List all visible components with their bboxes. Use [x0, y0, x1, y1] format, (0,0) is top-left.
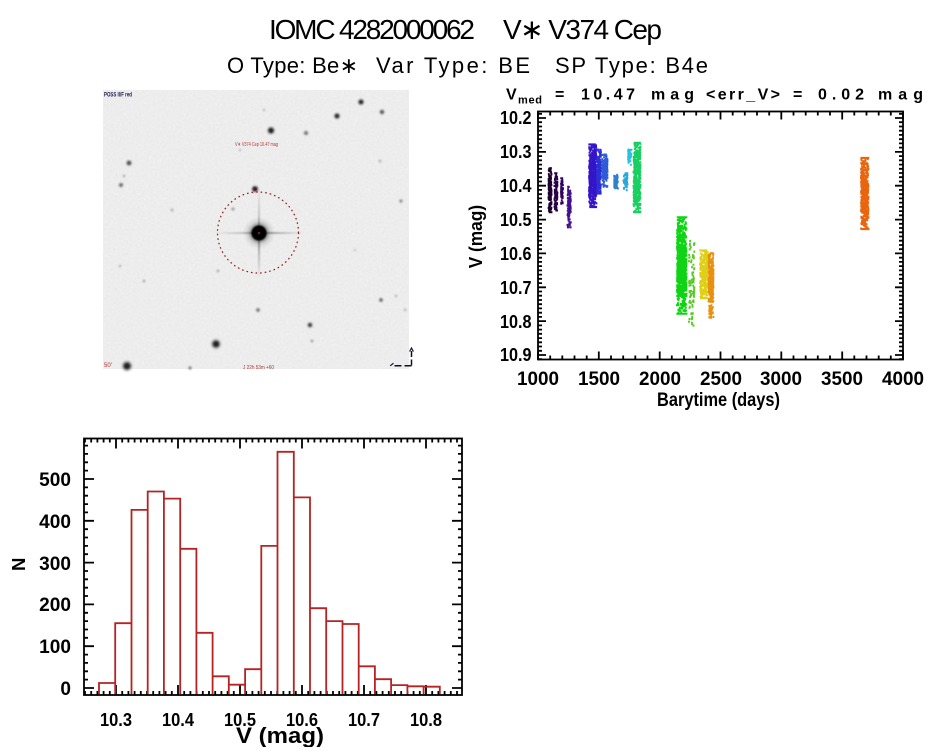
svg-text:200: 200	[39, 595, 71, 616]
svg-text:1000: 1000	[517, 369, 559, 390]
svg-text:500: 500	[39, 470, 71, 491]
svg-text:2500: 2500	[700, 369, 742, 390]
svg-text:300: 300	[39, 554, 71, 575]
svg-text:V (mag): V (mag)	[466, 205, 486, 268]
svg-text:10.6: 10.6	[500, 244, 532, 264]
svg-text:100: 100	[39, 637, 71, 658]
svg-text:10.4: 10.4	[500, 176, 532, 196]
svg-text:N: N	[8, 558, 29, 571]
svg-text:10.9: 10.9	[500, 345, 532, 365]
svg-text:10.8: 10.8	[410, 710, 442, 730]
svg-text:1500: 1500	[578, 369, 620, 390]
svg-text:3500: 3500	[821, 369, 863, 390]
svg-text:3000: 3000	[760, 369, 802, 390]
svg-text:0: 0	[60, 679, 71, 700]
svg-text:10.6: 10.6	[286, 710, 318, 730]
svg-text:10.4: 10.4	[162, 710, 194, 730]
svg-text:Barytime (days): Barytime (days)	[657, 390, 780, 411]
svg-text:2000: 2000	[639, 369, 681, 390]
svg-text:10.7: 10.7	[348, 710, 380, 730]
svg-text:10.7: 10.7	[500, 278, 532, 298]
svg-text:50′: 50′	[104, 363, 113, 369]
svg-text:V∗ V374 Cep 10.47 mag: V∗ V374 Cep 10.47 mag	[235, 142, 278, 148]
svg-text:10.3: 10.3	[500, 142, 532, 162]
svg-text:10.2: 10.2	[500, 108, 532, 128]
svg-text:POSS II/F red: POSS II/F red	[104, 93, 132, 99]
svg-text:10.5: 10.5	[224, 710, 256, 730]
svg-text:10.3: 10.3	[100, 710, 132, 730]
svg-text:J 22h 53m +60: J 22h 53m +60	[243, 365, 274, 371]
svg-text:400: 400	[39, 512, 71, 533]
svg-text:4000: 4000	[882, 369, 924, 390]
svg-text:10.8: 10.8	[500, 312, 532, 332]
svg-text:10.5: 10.5	[500, 210, 532, 230]
svg-text:V (mag): V (mag)	[236, 723, 324, 747]
